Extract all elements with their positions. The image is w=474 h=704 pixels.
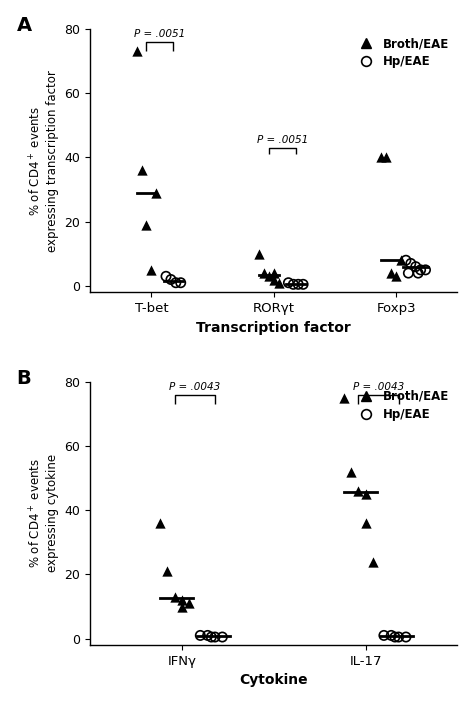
Point	[412, 261, 419, 272]
Legend: Broth/EAE, Hp/EAE: Broth/EAE, Hp/EAE	[352, 35, 451, 70]
Point	[265, 270, 273, 282]
Point	[153, 187, 160, 199]
Text: P = .0051: P = .0051	[257, 135, 308, 145]
Point	[362, 489, 369, 500]
Point	[414, 268, 422, 279]
Point	[380, 630, 388, 641]
Point	[299, 279, 307, 290]
Point	[284, 277, 292, 289]
Point	[407, 258, 415, 269]
Point	[387, 630, 395, 641]
Point	[133, 46, 140, 57]
Point	[387, 268, 395, 279]
Point	[177, 277, 184, 289]
X-axis label: Transcription factor: Transcription factor	[196, 320, 351, 334]
Point	[185, 598, 193, 609]
Point	[405, 268, 412, 279]
Point	[369, 556, 377, 567]
Point	[395, 631, 402, 643]
Point	[171, 591, 178, 603]
Point	[294, 279, 302, 290]
Point	[275, 277, 283, 289]
Point	[270, 274, 278, 285]
Point	[290, 279, 297, 290]
Text: B: B	[17, 368, 31, 387]
Point	[260, 268, 268, 279]
Point	[172, 277, 180, 289]
Y-axis label: % of CD4$^+$ events
expressing transcription factor: % of CD4$^+$ events expressing transcrip…	[28, 70, 59, 251]
Point	[347, 466, 355, 477]
Text: P = .0043: P = .0043	[169, 382, 220, 392]
Point	[164, 565, 171, 577]
Point	[362, 517, 369, 529]
Point	[178, 601, 186, 612]
Text: P = .0051: P = .0051	[134, 30, 185, 39]
Point	[383, 152, 390, 163]
Point	[178, 594, 186, 605]
Point	[143, 219, 150, 230]
Point	[197, 630, 204, 641]
Point	[270, 268, 278, 279]
Point	[208, 631, 215, 643]
Point	[147, 264, 155, 275]
Legend: Broth/EAE, Hp/EAE: Broth/EAE, Hp/EAE	[352, 388, 451, 423]
Point	[211, 631, 219, 643]
Point	[255, 249, 263, 260]
Point	[402, 631, 410, 643]
Point	[156, 517, 164, 529]
Point	[340, 392, 347, 403]
Point	[378, 152, 385, 163]
Point	[417, 264, 424, 275]
Point	[422, 264, 429, 275]
Point	[355, 485, 362, 496]
Point	[167, 274, 175, 285]
Point	[162, 270, 170, 282]
Point	[397, 255, 405, 266]
Point	[391, 631, 399, 643]
Point	[219, 631, 226, 643]
Point	[204, 630, 211, 641]
Point	[402, 255, 410, 266]
Text: A: A	[17, 15, 32, 34]
Y-axis label: % of CD4$^+$ events
expressing cytokine: % of CD4$^+$ events expressing cytokine	[28, 454, 59, 572]
Text: P = .0043: P = .0043	[353, 382, 404, 392]
X-axis label: Cytokine: Cytokine	[239, 673, 308, 687]
Point	[392, 270, 400, 282]
Point	[138, 165, 146, 176]
